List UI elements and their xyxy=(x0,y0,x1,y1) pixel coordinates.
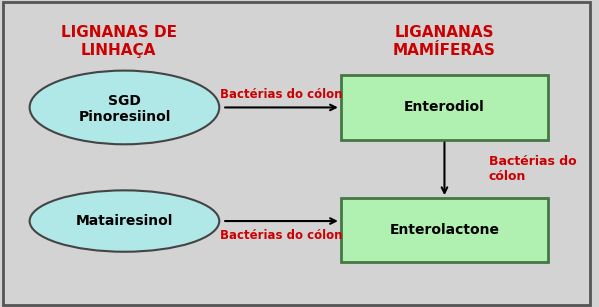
Text: Pinoresiinol: Pinoresiinol xyxy=(78,110,171,124)
Text: Bactérias do
cólon: Bactérias do cólon xyxy=(489,155,576,183)
Text: Bactérias do cólon: Bactérias do cólon xyxy=(220,229,343,242)
Ellipse shape xyxy=(29,190,219,252)
Text: SGD: SGD xyxy=(108,94,141,108)
Text: Bactérias do cólon: Bactérias do cólon xyxy=(220,88,343,101)
Text: Enterolactone: Enterolactone xyxy=(389,223,500,237)
FancyBboxPatch shape xyxy=(341,198,548,262)
FancyBboxPatch shape xyxy=(3,2,589,305)
Text: LIGNANAS DE
LINHAÇA: LIGNANAS DE LINHAÇA xyxy=(60,25,177,58)
Text: Enterodiol: Enterodiol xyxy=(404,100,485,115)
Text: LIGANANAS
MAMÍFERAS: LIGANANAS MAMÍFERAS xyxy=(393,25,496,58)
Ellipse shape xyxy=(29,71,219,144)
FancyBboxPatch shape xyxy=(341,75,548,140)
Text: Matairesinol: Matairesinol xyxy=(75,214,173,228)
